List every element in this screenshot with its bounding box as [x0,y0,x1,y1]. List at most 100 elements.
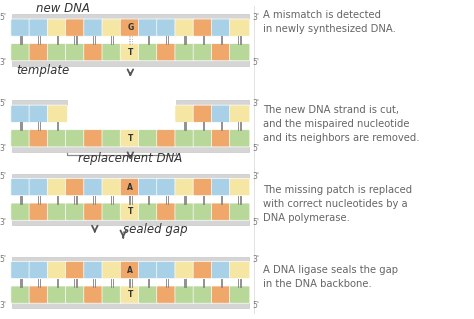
FancyBboxPatch shape [175,44,195,61]
Text: 5': 5' [253,300,260,310]
Text: 5': 5' [253,58,260,67]
Text: 5': 5' [0,172,6,181]
FancyBboxPatch shape [120,44,140,61]
FancyBboxPatch shape [211,130,232,147]
FancyBboxPatch shape [47,262,67,279]
FancyBboxPatch shape [120,262,140,279]
Text: T: T [128,48,133,57]
Text: G: G [127,23,134,32]
Text: The missing patch is replaced
with correct nucleotides by a
DNA polymerase.: The missing patch is replaced with corre… [263,185,412,223]
FancyBboxPatch shape [11,203,31,220]
FancyBboxPatch shape [138,44,159,61]
Text: sealed gap: sealed gap [123,223,188,236]
FancyBboxPatch shape [65,19,86,36]
FancyBboxPatch shape [29,179,49,196]
FancyBboxPatch shape [229,130,250,147]
FancyBboxPatch shape [11,262,31,279]
FancyBboxPatch shape [138,203,159,220]
Text: A: A [128,182,133,192]
Text: replacement DNA: replacement DNA [78,152,182,165]
FancyBboxPatch shape [193,203,213,220]
FancyBboxPatch shape [120,179,140,196]
FancyBboxPatch shape [175,286,195,303]
FancyBboxPatch shape [157,286,177,303]
FancyBboxPatch shape [211,286,232,303]
FancyBboxPatch shape [102,179,122,196]
Text: 3': 3' [253,99,260,108]
Text: template: template [17,64,70,78]
FancyBboxPatch shape [65,286,86,303]
FancyBboxPatch shape [120,286,140,303]
Text: new DNA: new DNA [36,2,90,15]
FancyBboxPatch shape [29,19,49,36]
FancyBboxPatch shape [193,262,213,279]
FancyBboxPatch shape [47,203,67,220]
FancyBboxPatch shape [211,19,232,36]
Text: T: T [128,207,133,216]
Text: T: T [128,290,133,299]
Bar [176,100,249,106]
FancyBboxPatch shape [84,286,104,303]
FancyBboxPatch shape [229,105,250,122]
FancyBboxPatch shape [102,262,122,279]
FancyBboxPatch shape [29,130,49,147]
FancyBboxPatch shape [193,19,213,36]
Text: 5': 5' [0,255,6,264]
FancyBboxPatch shape [138,130,159,147]
Bar [12,256,249,262]
FancyBboxPatch shape [157,262,177,279]
FancyBboxPatch shape [229,286,250,303]
FancyBboxPatch shape [102,286,122,303]
FancyBboxPatch shape [157,130,177,147]
FancyBboxPatch shape [211,262,232,279]
Bar [12,14,249,20]
FancyBboxPatch shape [120,130,140,147]
FancyBboxPatch shape [29,44,49,61]
FancyBboxPatch shape [47,130,67,147]
FancyBboxPatch shape [229,44,250,61]
FancyBboxPatch shape [11,179,31,196]
FancyBboxPatch shape [47,286,67,303]
FancyBboxPatch shape [175,203,195,220]
FancyBboxPatch shape [175,105,195,122]
Text: A DNA ligase seals the gap
in the DNA backbone.: A DNA ligase seals the gap in the DNA ba… [263,265,398,289]
FancyBboxPatch shape [65,203,86,220]
FancyBboxPatch shape [84,203,104,220]
Text: The new DNA strand is cut,
and the mispaired nucleotide
and its neighbors are re: The new DNA strand is cut, and the mispa… [263,105,419,143]
Text: 3': 3' [253,255,260,264]
FancyBboxPatch shape [11,286,31,303]
FancyBboxPatch shape [84,44,104,61]
Bar [12,100,66,106]
Text: 5': 5' [0,12,6,22]
Text: 3': 3' [0,58,6,67]
FancyBboxPatch shape [211,44,232,61]
Text: 3': 3' [253,172,260,181]
FancyBboxPatch shape [29,105,49,122]
FancyBboxPatch shape [175,262,195,279]
Text: A: A [128,265,133,275]
FancyBboxPatch shape [211,179,232,196]
FancyBboxPatch shape [11,105,31,122]
FancyBboxPatch shape [65,179,86,196]
FancyBboxPatch shape [175,179,195,196]
FancyBboxPatch shape [157,44,177,61]
FancyBboxPatch shape [229,19,250,36]
Text: T: T [128,134,133,143]
FancyBboxPatch shape [102,203,122,220]
FancyBboxPatch shape [229,179,250,196]
FancyBboxPatch shape [138,262,159,279]
FancyBboxPatch shape [175,130,195,147]
FancyBboxPatch shape [11,19,31,36]
FancyBboxPatch shape [84,179,104,196]
FancyBboxPatch shape [65,44,86,61]
Text: 5': 5' [253,218,260,227]
FancyBboxPatch shape [229,262,250,279]
FancyBboxPatch shape [138,19,159,36]
FancyBboxPatch shape [229,203,250,220]
Text: 3': 3' [0,144,6,153]
FancyBboxPatch shape [193,44,213,61]
Text: 5': 5' [253,144,260,153]
Bar [12,302,249,308]
FancyBboxPatch shape [211,203,232,220]
Text: 5': 5' [0,99,6,108]
